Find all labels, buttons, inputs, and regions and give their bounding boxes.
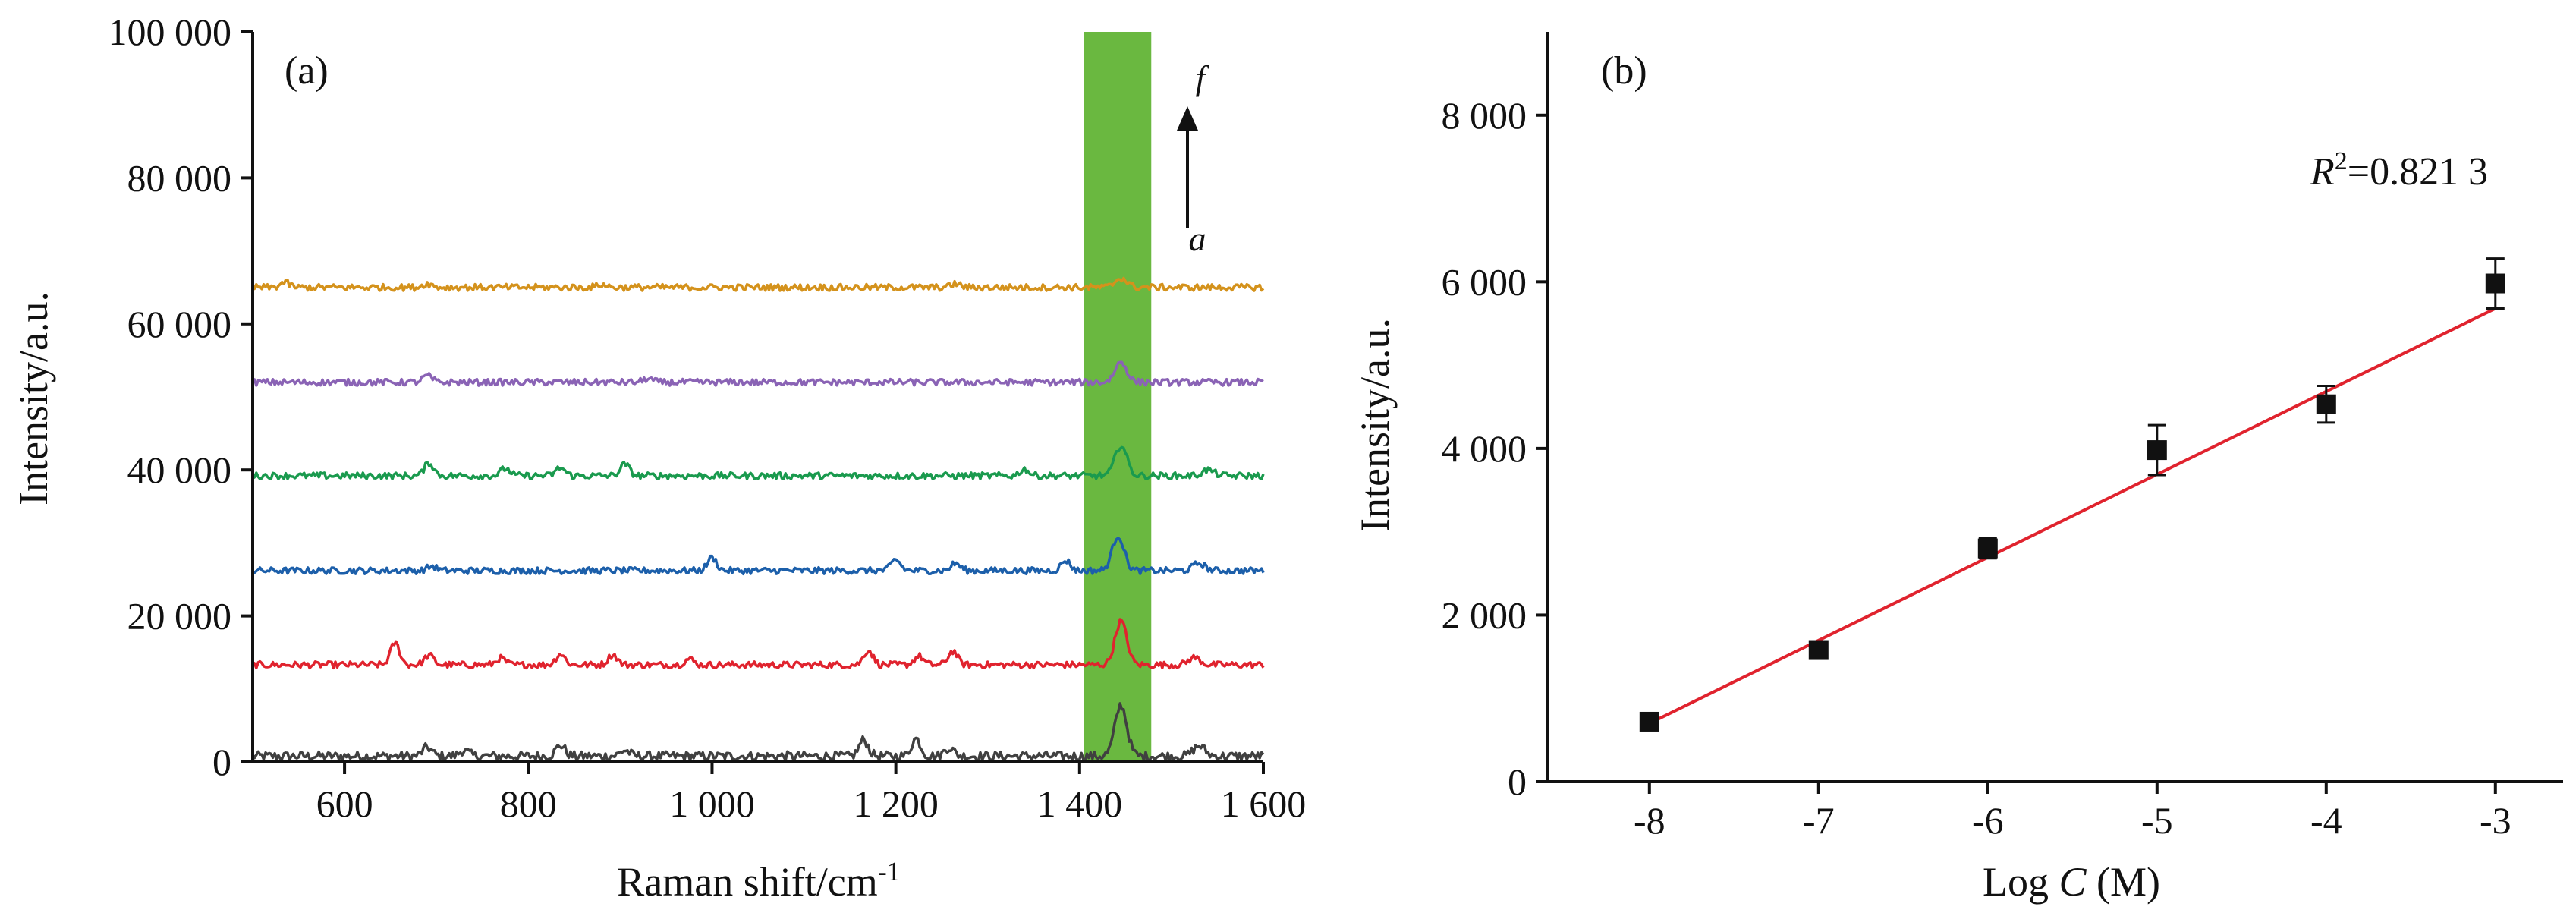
fit-line-group <box>1648 307 2496 725</box>
panel-label-a: (a) <box>285 49 329 93</box>
fit-line <box>1648 307 2496 725</box>
axes <box>251 32 1263 763</box>
y-axis-title-a: Intensity/a.u. <box>11 291 56 505</box>
panel-label-b: (b) <box>1601 49 1647 93</box>
x-tick-label: 800 <box>500 782 557 825</box>
x-tick-label: -5 <box>2141 799 2173 842</box>
x-axis-title-superscript: -1 <box>878 856 901 886</box>
data-point <box>1639 711 1659 732</box>
data-point <box>1977 538 1998 559</box>
spectrum-line <box>251 276 1265 292</box>
spectrum-line <box>252 445 1265 480</box>
r-squared-value: =0.821 3 <box>2348 150 2488 194</box>
x-tick-label: 1 200 <box>853 782 939 825</box>
spectrum-line <box>252 360 1264 387</box>
x-axis-title-variable: C <box>2059 859 2087 905</box>
data-point <box>1808 640 1829 660</box>
x-axis-title-a: Raman shift/cm-1 <box>617 856 900 905</box>
x-tick-label: -4 <box>2310 799 2342 842</box>
spectrum-line <box>252 618 1265 670</box>
x-tick-label: -6 <box>1972 799 2004 842</box>
trend-arrow: f a <box>1177 58 1210 258</box>
y-tick-label: 80 000 <box>127 156 232 199</box>
x-tick-label: 1 400 <box>1037 782 1123 825</box>
x-tick-label: 1 600 <box>1221 782 1307 825</box>
data-point <box>2316 394 2336 414</box>
y-tick-group: 0 2 000 4 000 6 000 8 000 <box>1442 94 1548 803</box>
r-squared-annotation: R2=0.821 3 <box>2310 147 2488 194</box>
y-tick-label: 20 000 <box>127 595 232 637</box>
raman-spectra-chart: 0 20 000 40 000 60 000 80 000 100 000 600 800 1… <box>11 11 1306 905</box>
x-tick-group: -8 -7 -6 -5 -4 -3 <box>1634 782 2512 842</box>
x-axis-title-text: Raman shift/cm <box>617 859 877 905</box>
spectrum-line <box>251 537 1265 576</box>
spectra-series-group <box>251 276 1265 763</box>
y-tick-label: 2 000 <box>1442 593 1527 636</box>
highlight-band <box>1084 32 1152 762</box>
r-squared-variable: R <box>2310 150 2335 194</box>
x-tick-label: -7 <box>1803 799 1835 842</box>
r-squared-superscript: 2 <box>2335 147 2348 175</box>
x-axis-title-suffix: (M) <box>2087 859 2160 905</box>
arrow-label-f: f <box>1196 58 1210 97</box>
y-tick-label: 0 <box>1508 760 1527 803</box>
data-point <box>2147 440 2167 461</box>
y-tick-label: 4 000 <box>1442 427 1527 470</box>
x-tick-label: 1 000 <box>669 782 755 825</box>
arrow-label-a: a <box>1189 219 1206 258</box>
x-tick-label: 600 <box>316 782 373 825</box>
spectrum-line <box>251 702 1265 763</box>
x-axis-title-b: Log C (M) <box>1983 859 2160 905</box>
y-tick-label: 100 000 <box>109 11 232 53</box>
y-tick-label: 6 000 <box>1442 260 1527 303</box>
highlight-band-rect <box>1084 32 1152 762</box>
y-tick-label: 40 000 <box>127 449 232 491</box>
y-tick-label: 60 000 <box>127 303 232 345</box>
trend-arrow-head <box>1177 106 1198 131</box>
y-tick-label: 0 <box>212 741 231 783</box>
x-axis-title-prefix: Log <box>1983 859 2059 905</box>
calibration-chart: 0 2 000 4 000 6 000 8 000 -8 -7 -6 -5 -4 -3 (b) I… <box>1352 32 2563 905</box>
x-tick-label: -3 <box>2480 799 2512 842</box>
y-tick-group: 0 20 000 40 000 60 000 80 000 100 000 <box>109 11 253 783</box>
y-tick-label: 8 000 <box>1442 94 1527 137</box>
x-tick-label: -8 <box>1634 799 1665 842</box>
y-axis-title-b: Intensity/a.u. <box>1352 318 1398 532</box>
x-tick-group: 600 800 1 000 1 200 1 400 1 600 <box>316 762 1307 825</box>
data-point <box>2485 273 2505 294</box>
axes <box>1546 32 2563 783</box>
data-point-group <box>1639 257 2505 732</box>
